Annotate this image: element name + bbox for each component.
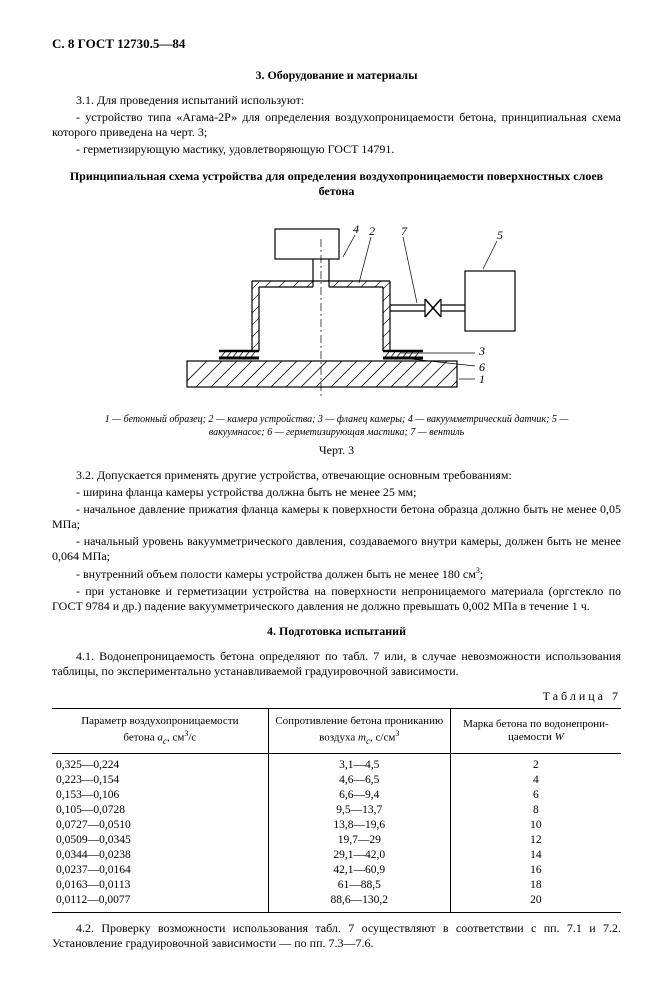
fig-label-2: 2	[369, 224, 375, 238]
fig-label-7: 7	[401, 224, 408, 238]
cell-m: 3,1—4,5	[268, 754, 450, 773]
section4-title: 4. Подготовка испытаний	[52, 624, 621, 639]
p-3-1-item2: - герметизирующую мастику, удовлетворяющ…	[52, 142, 621, 157]
table-row: 0,223—0,1544,6—6,54	[52, 773, 621, 788]
cell-a: 0,325—0,224	[52, 754, 268, 773]
cell-a: 0,0112—0,0077	[52, 893, 268, 912]
cell-w: 6	[450, 788, 621, 803]
cell-m: 4,6—6,5	[268, 773, 450, 788]
table-row: 0,0237—0,016442,1—60,916	[52, 863, 621, 878]
table-row: 0,0509—0,034519,7—2912	[52, 833, 621, 848]
cell-m: 29,1—42,0	[268, 848, 450, 863]
cell-m: 13,8—19,6	[268, 818, 450, 833]
cell-m: 42,1—60,9	[268, 863, 450, 878]
th-col2: Сопротивление бетона прониканию воздуха …	[268, 709, 450, 754]
cell-w: 4	[450, 773, 621, 788]
section3-title: 3. Оборудование и материалы	[52, 68, 621, 83]
th-col3: Марка бетона по водонепрони- цаемости W	[450, 709, 621, 754]
cell-w: 2	[450, 754, 621, 773]
fig-label-1: 1	[479, 372, 485, 386]
p-4-1: 4.1. Водонепроницаемость бетона определя…	[52, 649, 621, 679]
cell-w: 10	[450, 818, 621, 833]
table-row: 0,0112—0,007788,6—130,220	[52, 893, 621, 912]
figure-svg: 4 2 7 5 3 6 1	[157, 211, 517, 401]
cell-m: 19,7—29	[268, 833, 450, 848]
table-7: Параметр воздухопроницаемости бетона ac,…	[52, 708, 621, 912]
cell-w: 12	[450, 833, 621, 848]
cell-m: 9,5—13,7	[268, 803, 450, 818]
cell-a: 0,105—0,0728	[52, 803, 268, 818]
cell-m: 6,6—9,4	[268, 788, 450, 803]
cell-a: 0,0727—0,0510	[52, 818, 268, 833]
cell-a: 0,0163—0,0113	[52, 878, 268, 893]
cell-a: 0,0509—0,0345	[52, 833, 268, 848]
p-3-2-i1: - ширина фланца камеры устройства должна…	[52, 485, 621, 500]
cell-a: 0,0344—0,0238	[52, 848, 268, 863]
p-3-2: 3.2. Допускается применять другие устрой…	[52, 468, 621, 483]
table-row: 0,105—0,07289,5—13,78	[52, 803, 621, 818]
table-row: 0,0163—0,011361—88,518	[52, 878, 621, 893]
cell-w: 16	[450, 863, 621, 878]
fig-label-5: 5	[497, 228, 503, 242]
p-3-2-i2: - начальное давление прижатия фланца кам…	[52, 502, 621, 532]
cell-w: 14	[450, 848, 621, 863]
fig-label-4: 4	[353, 222, 359, 236]
page-header: С. 8 ГОСТ 12730.5—84	[52, 36, 621, 52]
cell-w: 8	[450, 803, 621, 818]
cell-a: 0,0237—0,0164	[52, 863, 268, 878]
cell-w: 18	[450, 878, 621, 893]
p-3-1: 3.1. Для проведения испытаний используют…	[52, 93, 621, 108]
table-row: 0,0344—0,023829,1—42,014	[52, 848, 621, 863]
table7-label: Таблица 7	[52, 689, 621, 704]
table-row: 0,325—0,2243,1—4,52	[52, 754, 621, 773]
figure-caption-bold: Принципиальная схема устройства для опре…	[52, 169, 621, 199]
cell-a: 0,223—0,154	[52, 773, 268, 788]
cell-m: 88,6—130,2	[268, 893, 450, 912]
figure-number: Черт. 3	[52, 443, 621, 458]
figure-3: 4 2 7 5 3 6 1	[52, 211, 621, 405]
cell-a: 0,153—0,106	[52, 788, 268, 803]
fig-label-3: 3	[478, 344, 485, 358]
p-3-2-i4: - внутренний объем полости камеры устрой…	[52, 566, 621, 582]
figure-legend: 1 — бетонный образец; 2 — камера устройс…	[82, 413, 591, 439]
cell-m: 61—88,5	[268, 878, 450, 893]
table-row: 0,153—0,1066,6—9,46	[52, 788, 621, 803]
p-3-1-item1: - устройство типа «Агама-2Р» для определ…	[52, 110, 621, 140]
cell-w: 20	[450, 893, 621, 912]
p-3-2-i3: - начальный уровень вакуумметрического д…	[52, 534, 621, 564]
th-col1: Параметр воздухопроницаемости бетона ac,…	[52, 709, 268, 754]
p-3-2-i5: - при установке и герметизации устройств…	[52, 584, 621, 614]
table-row: 0,0727—0,051013,8—19,610	[52, 818, 621, 833]
